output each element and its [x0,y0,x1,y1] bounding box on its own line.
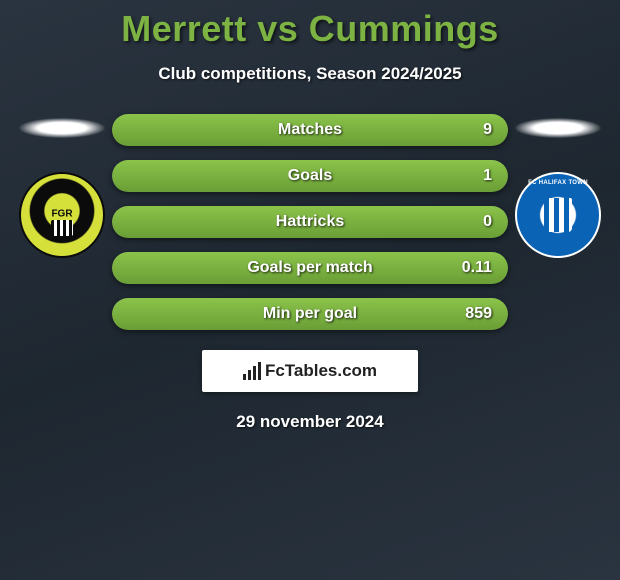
bar-value: 9 [483,121,492,139]
source-logo: FcTables.com [202,350,418,392]
bar-value: 859 [465,305,492,323]
stat-bar-goals: Goals 1 [112,160,508,192]
date-text: 29 november 2024 [0,412,620,432]
team-badge-left [19,172,105,258]
bar-value: 1 [483,167,492,185]
stat-bar-min-per-goal: Min per goal 859 [112,298,508,330]
right-column [508,114,608,330]
player-shadow-right [515,118,601,138]
stat-bar-goals-per-match: Goals per match 0.11 [112,252,508,284]
content-row: Matches 9 Goals 1 Hattricks 0 Goals per … [0,114,620,330]
bar-label: Hattricks [276,213,344,231]
page-title: Merrett vs Cummings [0,0,620,50]
stat-bar-hattricks: Hattricks 0 [112,206,508,238]
bar-value: 0 [483,213,492,231]
bar-chart-icon [243,362,261,380]
bar-label: Matches [278,121,342,139]
player-shadow-left [19,118,105,138]
team-badge-right [515,172,601,258]
stat-bars: Matches 9 Goals 1 Hattricks 0 Goals per … [112,114,508,330]
source-logo-text: FcTables.com [265,361,377,381]
stat-bar-matches: Matches 9 [112,114,508,146]
bar-label: Goals per match [247,259,372,277]
bar-value: 0.11 [462,259,492,277]
left-column [12,114,112,330]
bar-label: Min per goal [263,305,357,323]
bar-label: Goals [288,167,332,185]
subtitle: Club competitions, Season 2024/2025 [0,64,620,84]
